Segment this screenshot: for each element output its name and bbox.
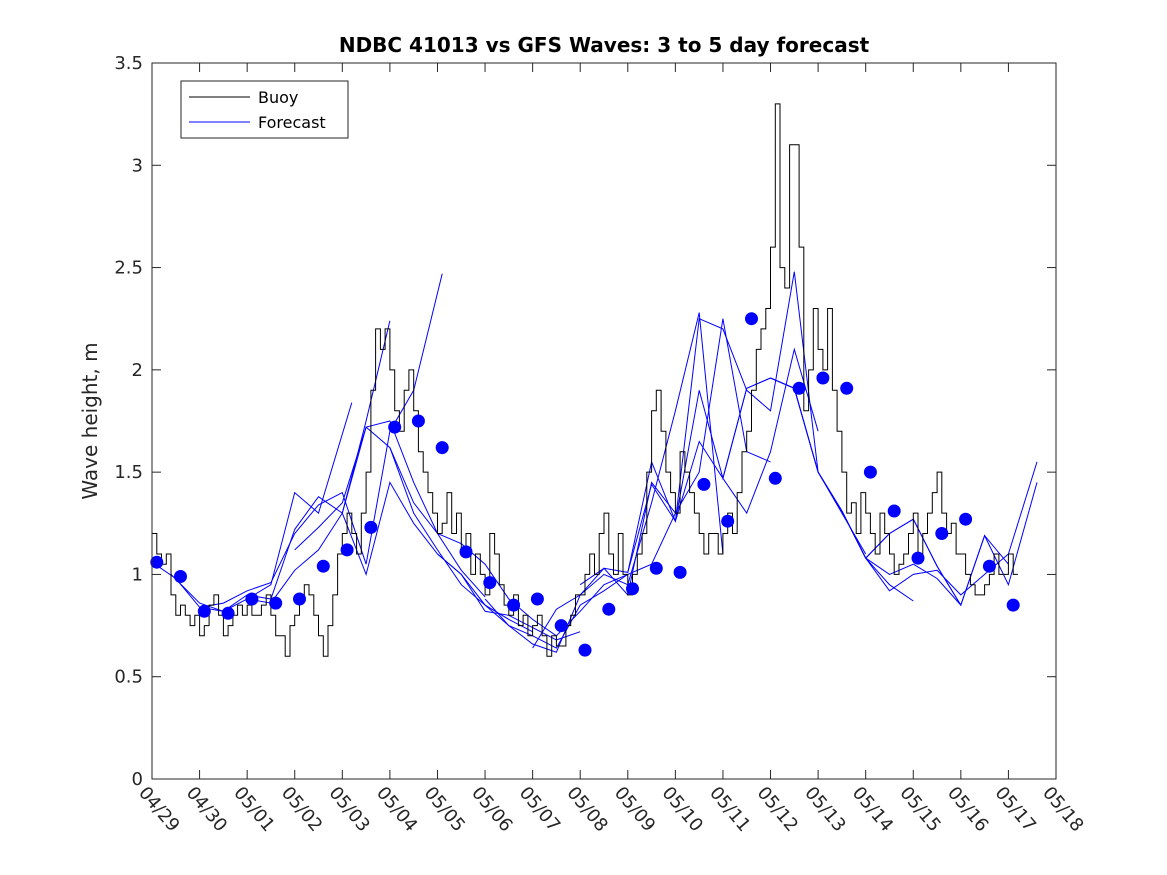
legend: Buoy Forecast [180,80,349,139]
forecast-point [174,570,187,583]
forecast-point [626,582,639,596]
y-tick-label: 0 [132,769,143,790]
forecast-point [530,592,544,606]
forecast-line-9 [484,312,724,653]
forecast-point [507,598,521,612]
forecast-point [388,420,402,434]
forecast-point [316,559,330,573]
y-tick-label: 1 [132,564,143,585]
plot-frame [151,62,1057,780]
plot-area [152,63,1056,779]
forecast-line-2 [170,320,391,612]
forecast-point [340,543,354,557]
legend-entry: Forecast [258,113,326,132]
forecast-point [982,559,996,573]
forecast-line-3 [199,273,443,608]
forecast-point [887,504,901,518]
forecast-point [364,520,378,534]
forecast-point [459,545,473,559]
forecast-point [959,512,973,526]
forecast-point [578,643,592,657]
y-tick-label: 1.5 [114,462,143,483]
forecast-point [411,414,425,428]
forecast-line-11 [579,347,819,586]
forecast-point [602,602,616,616]
forecast-point [935,527,949,540]
forecast-line-8 [437,512,676,649]
forecast-point [863,465,877,479]
forecast-point [816,371,830,385]
forecast-point [768,471,782,485]
legend-box [180,80,349,139]
forecast-line-13 [674,271,914,602]
y-tick-label: 2.5 [114,258,143,279]
forecast-point [745,312,758,326]
y-axis-label: Wave height, m [78,342,102,499]
series-layer [151,103,1038,657]
forecast-point [293,592,306,606]
forecast-point [269,596,283,610]
forecast-line-17 [865,482,1038,607]
legend-entry: Buoy [258,88,298,107]
forecast-point [721,514,735,528]
y-tick-label: 0.5 [114,667,143,688]
buoy-line [152,103,1018,657]
forecast-line-7 [389,447,628,637]
forecast-point [435,441,449,455]
forecast-line-5 [294,426,533,633]
forecast-point [673,565,687,579]
forecast-point [792,381,806,395]
forecast-point [150,555,164,569]
y-tick-label: 3.5 [114,53,143,74]
forecast-point [483,576,497,590]
forecast-point [197,604,211,618]
forecast-line-10 [532,318,771,649]
chart-title: NDBC 41013 vs GFS Waves: 3 to 5 day fore… [339,33,870,57]
forecast-point [911,551,925,565]
forecast-point [840,381,854,395]
forecast-point [554,619,568,633]
forecast-point [1006,598,1020,612]
points-layer [150,312,1020,657]
forecast-line-16 [817,461,1038,596]
forecast-point [221,606,235,620]
y-tick-label: 2 [132,360,143,381]
forecast-point [649,561,663,575]
y-tick-label: 3 [132,155,143,176]
forecast-point [697,477,711,491]
forecast-point [245,592,259,606]
